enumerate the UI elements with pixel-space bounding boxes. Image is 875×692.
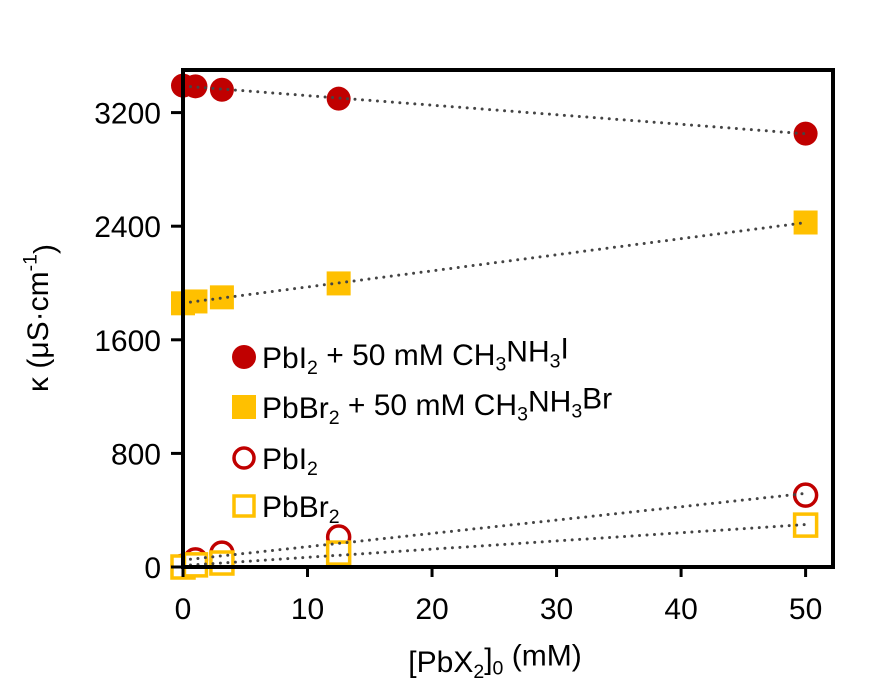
x-tick-label: 0 xyxy=(175,593,192,626)
trendline xyxy=(181,491,808,562)
legend-label-part: 2 xyxy=(329,407,340,429)
legend-marker xyxy=(232,494,256,518)
data-point xyxy=(182,552,209,578)
x-axis-label-part: (mM) xyxy=(503,640,581,673)
legend-marker xyxy=(232,345,256,369)
data-point xyxy=(793,210,818,235)
legend-label: PbBr2​ xyxy=(262,491,340,528)
legend-label-part: + 50 mM CH xyxy=(318,339,496,372)
trendline xyxy=(181,523,808,568)
trendline xyxy=(181,221,808,305)
data-point xyxy=(183,289,208,314)
legend-label-part: I xyxy=(561,333,569,366)
plot-frame xyxy=(181,68,835,569)
y-tick-label: 0 xyxy=(144,552,161,585)
x-tick-label: 10 xyxy=(291,593,324,626)
y-tick-label: 3200 xyxy=(94,98,161,131)
legend-label-part: 3 xyxy=(495,354,506,376)
legend-label-part: PbI xyxy=(262,443,307,476)
y-axis-label: κ (μS·cm-1​) xyxy=(19,244,61,392)
legend-label-part: NH xyxy=(528,386,571,419)
x-tick-label: 50 xyxy=(789,593,822,626)
data-point xyxy=(209,77,234,102)
x-tick-label: 20 xyxy=(415,593,448,626)
legend-label-part: 3 xyxy=(517,404,528,426)
data-point xyxy=(325,540,352,566)
series-1 xyxy=(171,210,818,316)
y-axis-label-part: -1 xyxy=(19,254,41,271)
x-tick-label: 40 xyxy=(664,593,697,626)
legend-label-part: 3 xyxy=(550,351,561,373)
legend-label: PbI2​ + 50 mM CH3​NH3​I xyxy=(262,333,569,379)
data-point xyxy=(183,74,208,99)
trendline xyxy=(181,84,808,136)
x-axis-label-part: ] xyxy=(484,643,492,676)
legend-label: PbI2​ xyxy=(262,443,318,480)
legend-marker xyxy=(232,446,256,470)
legend-label-part: + 50 mM CH xyxy=(340,389,518,422)
y-tick-label: 1600 xyxy=(94,325,161,358)
x-axis-label-part: 2 xyxy=(473,661,484,683)
legend-label-part: 2 xyxy=(329,506,340,528)
x-axis-label-part: 0 xyxy=(493,658,504,680)
data-point xyxy=(792,512,819,538)
y-axis-label-part: ) xyxy=(28,244,61,254)
legend-label-part: NH xyxy=(506,336,549,369)
y-tick-label: 800 xyxy=(111,438,161,471)
y-tick-label: 2400 xyxy=(94,211,161,244)
legend-marker xyxy=(232,395,256,419)
legend-label: PbBr2​ + 50 mM CH3​NH3​Br xyxy=(262,383,612,429)
x-tick-label: 30 xyxy=(540,593,573,626)
data-point xyxy=(792,482,819,508)
series-0 xyxy=(171,73,818,146)
legend-label-part: PbBr xyxy=(262,491,329,524)
legend-label-part: PbBr xyxy=(262,392,329,425)
legend-label-part: 2 xyxy=(307,357,318,379)
data-point xyxy=(793,121,818,146)
data-point xyxy=(209,285,234,310)
y-axis-label-part: κ (μS·cm xyxy=(22,271,55,392)
x-axis-label-part: [PbX xyxy=(408,646,473,679)
legend-label-part: 2 xyxy=(307,458,318,480)
legend-label-part: 3 xyxy=(571,401,582,423)
legend-label-part: Br xyxy=(582,383,612,416)
x-axis-label: [PbX2​]0​ (mM) xyxy=(408,640,581,683)
legend-label-part: PbI xyxy=(262,342,307,375)
